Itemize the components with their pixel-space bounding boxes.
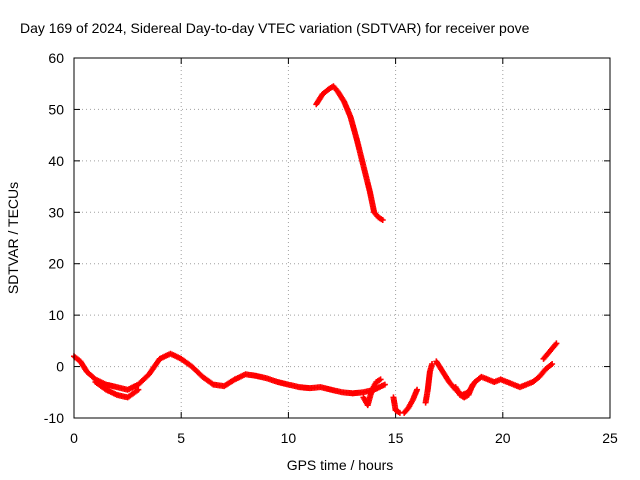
series-segment-15.5h (401, 386, 421, 416)
data-point (135, 386, 142, 393)
data-points (71, 83, 560, 416)
data-point (429, 361, 436, 367)
x-tick-label: 20 (495, 430, 511, 446)
x-tick-label: 25 (602, 430, 618, 446)
y-tick-label: -10 (44, 410, 64, 426)
series-main-track (71, 350, 388, 397)
series-segment-18h-low (452, 381, 476, 401)
series-dip-track (92, 379, 142, 401)
series-segment-13h (360, 376, 384, 409)
y-tick-label: 40 (48, 153, 64, 169)
tick-labels: 0 5 10 15 20 25 -10 0 10 20 30 40 50 60 (44, 50, 618, 446)
y-tick-label: 50 (48, 101, 64, 117)
data-point (553, 340, 560, 347)
x-tick-label: 5 (177, 430, 185, 446)
gridlines (74, 58, 610, 418)
series-segment-16h (422, 361, 436, 406)
data-point (414, 386, 421, 393)
y-tick-label: 60 (48, 50, 64, 66)
y-tick-label: 20 (48, 256, 64, 272)
series-segment-22h-rise (540, 340, 560, 362)
y-axis-label: SDTVAR / TECUs (5, 182, 21, 294)
plot-frame (73, 57, 611, 419)
data-point (469, 381, 476, 388)
x-tick-label: 10 (281, 430, 297, 446)
series-segment-17-20h (433, 358, 556, 398)
data-point (381, 381, 388, 388)
x-tick-label: 15 (388, 430, 404, 446)
series-arc-track (313, 83, 386, 223)
y-tick-label: 30 (48, 204, 64, 220)
data-point (549, 361, 556, 367)
x-axis-label: GPS time / hours (287, 457, 394, 473)
y-tick-label: 0 (56, 359, 64, 375)
x-tick-label: 0 (70, 430, 78, 446)
y-tick-label: 10 (48, 307, 64, 323)
data-point (379, 217, 386, 223)
chart-title: Day 169 of 2024, Sidereal Day-to-day VTE… (20, 20, 530, 36)
series-segment-15h (390, 394, 403, 416)
data-point (377, 376, 384, 383)
